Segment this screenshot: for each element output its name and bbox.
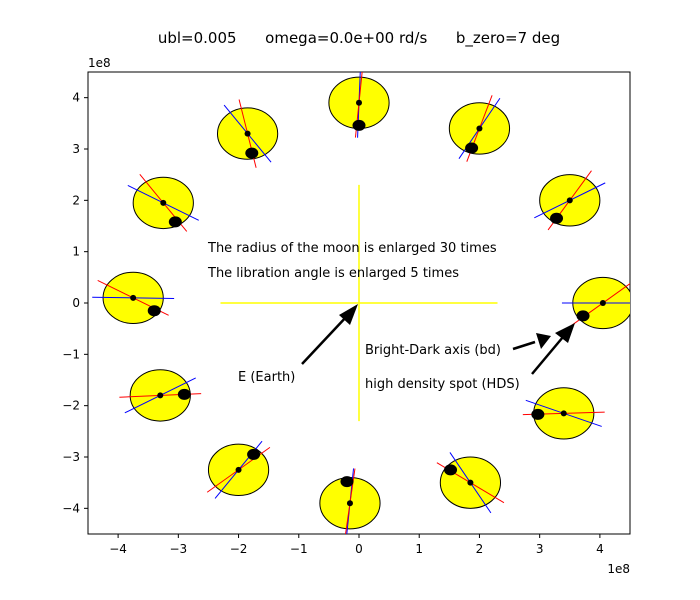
chart-title: ubl=0.005 omega=0.0e+00 rd/s b_zero=7 de… [158, 29, 560, 48]
x-tick-label: −3 [169, 542, 187, 556]
y-tick-label: 2 [72, 193, 80, 207]
earth-arrow [301, 304, 358, 365]
high-density-spot [352, 119, 366, 131]
high-density-spot [245, 147, 259, 159]
bd-arrow [512, 333, 551, 351]
high-density-spot [168, 216, 182, 228]
x-tick-label: −1 [290, 542, 308, 556]
high-density-spot [550, 212, 564, 224]
y-axis-ticks: −4 −3 −2 −1 0 1 2 3 4 [62, 91, 88, 515]
x-tick-label: 2 [476, 542, 484, 556]
moon-8 [119, 369, 202, 422]
high-density-spot [465, 142, 479, 154]
moon-center [476, 125, 483, 132]
x-tick-label: 1 [415, 542, 423, 556]
y-tick-label: −1 [62, 347, 80, 361]
moon-center [160, 199, 167, 206]
hds-label: high density spot (HDS) [365, 377, 520, 392]
moon-7 [92, 271, 175, 325]
y-offset-label: 1e8 [88, 56, 111, 70]
y-tick-label: 3 [72, 142, 80, 156]
moon-5 [216, 99, 279, 168]
earth-label: E (Earth) [238, 370, 295, 385]
x-axis-ticks: −4 −3 −2 −1 0 1 2 3 4 [109, 534, 604, 556]
moon-center [130, 294, 137, 301]
high-density-spot [340, 476, 354, 488]
moon-center [356, 99, 362, 106]
moon-center [346, 500, 353, 507]
radius-note: The radius of the moon is enlarged 30 ti… [207, 241, 497, 256]
x-tick-label: 3 [536, 542, 544, 556]
moon-markers [92, 72, 630, 534]
x-tick-label: −4 [109, 542, 127, 556]
y-tick-label: −2 [62, 399, 80, 413]
moon-center [157, 392, 164, 399]
moon-center [244, 130, 251, 137]
moon-center [467, 479, 474, 486]
x-tick-label: 0 [355, 542, 363, 556]
moon-2 [534, 170, 606, 231]
y-tick-label: −4 [62, 501, 80, 515]
x-tick-label: 4 [596, 542, 604, 556]
high-density-spot [247, 448, 261, 460]
y-tick-label: 4 [72, 91, 80, 105]
high-density-spot [147, 305, 161, 317]
moon-4 [328, 72, 390, 138]
moon-center [560, 410, 567, 417]
moon-center [235, 466, 242, 473]
hds-arrow [531, 323, 575, 375]
moon-center [599, 300, 606, 306]
libration-note: The libration angle is enlarged 5 times [207, 266, 459, 281]
earth-cross [220, 184, 498, 422]
high-density-spot [531, 408, 545, 420]
x-offset-label: 1e8 [607, 562, 630, 576]
moon-center [566, 197, 573, 204]
high-density-spot [576, 310, 590, 322]
y-tick-label: −3 [62, 450, 80, 464]
moon-10 [319, 468, 381, 534]
high-density-spot [177, 388, 191, 400]
x-tick-label: −2 [230, 542, 248, 556]
moon-1 [561, 276, 630, 330]
bd-label: Bright-Dark axis (bd) [365, 343, 501, 358]
high-density-spot [444, 464, 458, 476]
moon-11 [436, 452, 505, 514]
moon-3 [448, 95, 511, 162]
y-tick-label: 1 [72, 245, 80, 259]
moon-12 [522, 387, 605, 440]
moon-9 [206, 440, 271, 499]
y-tick-label: 0 [72, 296, 80, 310]
moon-6 [127, 173, 199, 232]
